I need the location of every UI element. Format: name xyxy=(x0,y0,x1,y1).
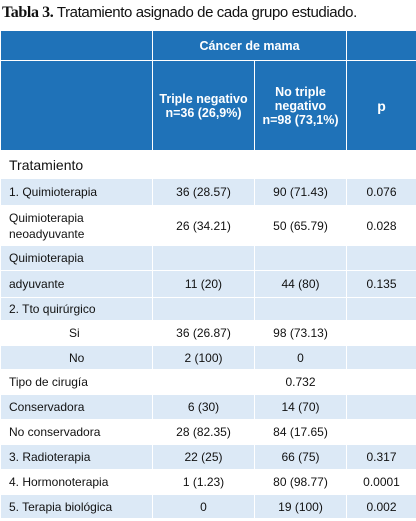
group-header: Cáncer de mama xyxy=(152,30,347,61)
cell: 36 (26.87) xyxy=(152,320,255,346)
column-header: p xyxy=(346,60,416,151)
row-label: 4. Hormonoterapia xyxy=(0,469,153,495)
table-row: Si 36 (26.87) 98 (73.13) xyxy=(0,320,416,346)
row-label: 5. Terapia biológica xyxy=(0,494,153,519)
cell: 22 (25) xyxy=(152,444,255,470)
cell: 0.135 xyxy=(346,270,416,298)
cell xyxy=(254,245,347,271)
row-label: 2. Tto quirúrgico xyxy=(0,297,153,321)
table-row: 4. Hormonoterapia 1 (1.23) 80 (98.77) 0.000… xyxy=(0,469,416,495)
title-label: Tabla 3. xyxy=(2,4,54,21)
table-row: Tratamiento xyxy=(0,150,416,179)
row-label: Quimioterapia neoadyuvante xyxy=(0,205,153,246)
cell: 2 (100) xyxy=(152,345,255,370)
cell: 44 (80) xyxy=(254,270,347,298)
header-blank xyxy=(0,60,153,151)
cell: 28 (82.35) xyxy=(152,419,255,445)
cell: 36 (28.57) xyxy=(152,178,255,206)
cell: 84 (17.65) xyxy=(254,419,347,445)
cell: 66 (75) xyxy=(254,444,347,470)
row-label: 1. Quimioterapia xyxy=(0,178,153,206)
table-title: Tabla 3. Tratamiento asignado de cada gr… xyxy=(2,4,357,22)
table-row: No conservadora 28 (82.35) 84 (17.65) xyxy=(0,419,416,445)
row-label: 3. Radioterapia xyxy=(0,444,153,470)
table-row: Quimioterapia neoadyuvante 26 (34.21) 50 (… xyxy=(0,205,416,246)
header-blank xyxy=(0,30,153,61)
row-label: Si xyxy=(0,320,153,346)
cell: 14 (70) xyxy=(254,394,347,420)
cell: 0.317 xyxy=(346,444,416,470)
cell xyxy=(152,369,255,395)
cell xyxy=(346,320,416,346)
row-label: Conservadora xyxy=(0,394,153,420)
cell xyxy=(254,297,347,321)
cell: 0.0001 xyxy=(346,469,416,495)
table-row: adyuvante 11 (20) 44 (80) 0.135 xyxy=(0,270,416,298)
table-row: 3. Radioterapia 22 (25) 66 (75) 0.317 xyxy=(0,444,416,470)
table-row: Conservadora 6 (30) 14 (70) xyxy=(0,394,416,420)
row-label: No xyxy=(0,345,153,370)
cell: 26 (34.21) xyxy=(152,205,255,246)
cell xyxy=(346,369,416,395)
table-row: 1. Quimioterapia 36 (28.57) 90 (71.43) 0.07… xyxy=(0,178,416,206)
table-row: 2. Tto quirúrgico xyxy=(0,297,416,321)
cell: 0.732 xyxy=(254,369,347,395)
cell: 80 (98.77) xyxy=(254,469,347,495)
column-header: No triple negativo n=98 (73,1%) xyxy=(254,60,347,151)
row-label: No conservadora xyxy=(0,419,153,445)
cell: 0.002 xyxy=(346,494,416,519)
cell xyxy=(152,297,255,321)
cell xyxy=(152,245,255,271)
cell: 98 (73.13) xyxy=(254,320,347,346)
cell xyxy=(254,150,347,179)
cell: 6 (30) xyxy=(152,394,255,420)
header-blank xyxy=(346,30,416,61)
cell xyxy=(346,245,416,271)
cell: 50 (65.79) xyxy=(254,205,347,246)
cell xyxy=(346,345,416,370)
cell: 0.028 xyxy=(346,205,416,246)
row-label: adyuvante xyxy=(0,270,153,298)
row-label: Tipo de cirugía xyxy=(0,369,153,395)
table: Cáncer de mama Triple negativo n=36 (26,… xyxy=(0,30,416,519)
column-header: Triple negativo n=36 (26,9%) xyxy=(152,60,255,151)
cell: 0 xyxy=(152,494,255,519)
cell xyxy=(346,297,416,321)
table-row: Quimioterapia xyxy=(0,245,416,271)
cell: 19 (100) xyxy=(254,494,347,519)
cell xyxy=(346,150,416,179)
table-row: Tipo de cirugía 0.732 xyxy=(0,369,416,395)
title-text: Tratamiento asignado de cada grupo estud… xyxy=(56,4,357,21)
row-label: Tratamiento xyxy=(0,150,153,179)
cell: 90 (71.43) xyxy=(254,178,347,206)
row-label: Quimioterapia xyxy=(0,245,153,271)
cell xyxy=(346,394,416,420)
table-row: 5. Terapia biológica 0 19 (100) 0.002 xyxy=(0,494,416,519)
cell xyxy=(152,150,255,179)
cell: 11 (20) xyxy=(152,270,255,298)
cell: 0 xyxy=(254,345,347,370)
cell: 1 (1.23) xyxy=(152,469,255,495)
cell: 0.076 xyxy=(346,178,416,206)
table-row: No 2 (100) 0 xyxy=(0,345,416,370)
cell xyxy=(346,419,416,445)
